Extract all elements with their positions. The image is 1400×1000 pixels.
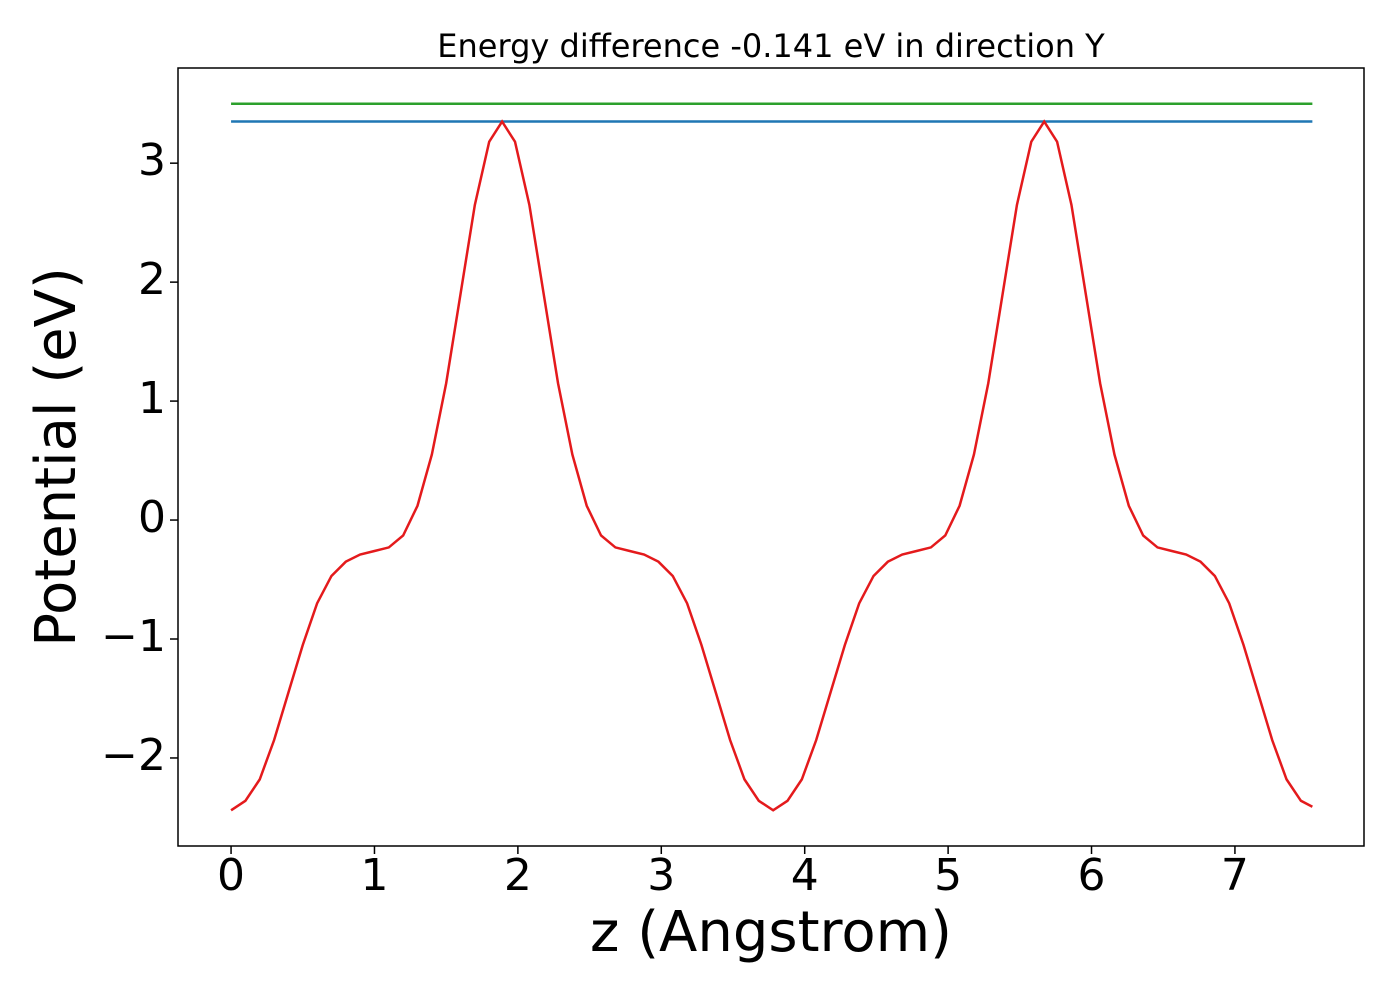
series-line [230,119,1313,812]
y-tick-label: 2 [138,254,166,305]
y-axis-label: Potential (eV) [24,267,89,647]
x-tick-label: 5 [934,850,962,901]
y-tick-label: −1 [101,611,166,662]
chart-title: Energy difference -0.141 eV in direction… [437,27,1105,65]
y-tick-label: 0 [138,492,166,543]
y-tick-label: −2 [101,730,166,781]
plot-frame [177,67,1365,847]
x-tick-label: 0 [217,850,245,901]
x-tick-label: 4 [791,850,819,901]
x-tick-label: 6 [1078,850,1106,901]
y-tick-label: 3 [138,135,166,186]
x-tick-label: 7 [1221,850,1249,901]
x-axis-label: z (Angstrom) [590,900,952,965]
x-tick-label: 2 [504,850,532,901]
x-tick-label: 1 [360,850,388,901]
y-tick-label: 1 [138,373,166,424]
x-tick-label: 3 [647,850,675,901]
